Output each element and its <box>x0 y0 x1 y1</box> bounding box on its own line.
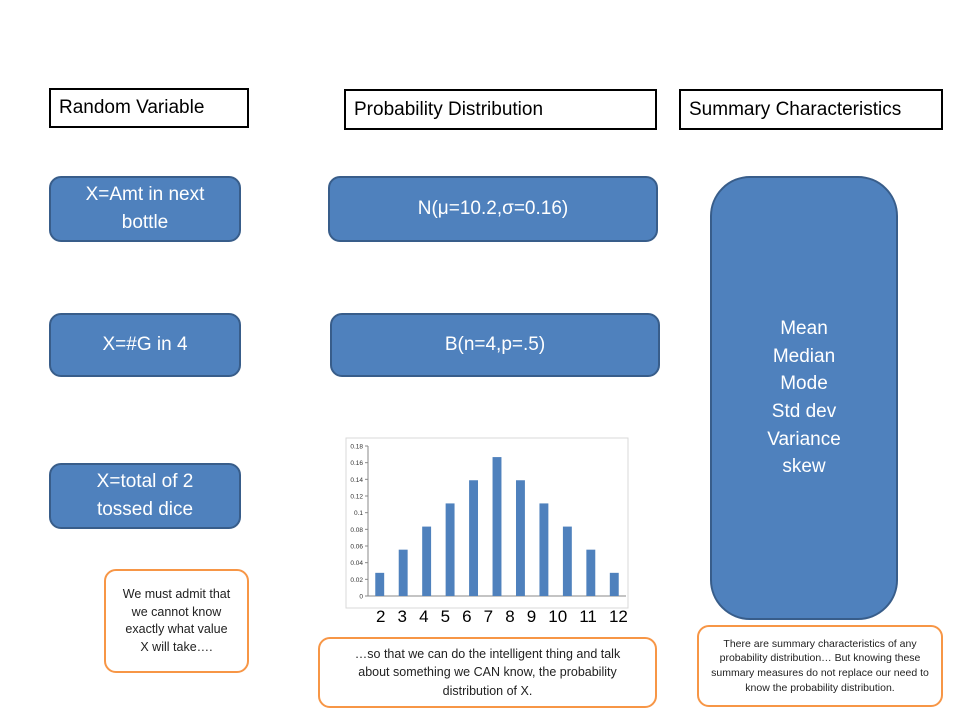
y-tick-label: 0.06 <box>350 544 363 551</box>
summary-item-mean: Mean <box>780 318 828 340</box>
y-tick-label: 0 <box>359 594 363 601</box>
distribution-label: N(μ=10.2,σ=0.16) <box>417 198 569 220</box>
y-tick-label: 0.14 <box>350 477 363 484</box>
variable-label: X=#G in 4 <box>102 334 188 356</box>
summary-item-std-dev: Std dev <box>771 401 837 422</box>
chart-bar-10 <box>562 526 572 596</box>
x-tick-label: 5 <box>440 607 451 626</box>
header-summary-characteristics: Summary Characteristics <box>679 89 943 130</box>
y-tick-label: 0.16 <box>350 460 363 467</box>
note-left: We must admit that we cannot know exactl… <box>104 569 249 673</box>
chart-bar-3 <box>398 549 408 596</box>
variable-label: X=Amt in next bottle <box>85 184 205 233</box>
header-probability-distribution: Probability Distribution <box>344 89 657 130</box>
chart-bar-8 <box>515 480 525 596</box>
variable-label: X=total of 2 tossed dice <box>96 471 194 520</box>
y-tick-label: 0.12 <box>350 494 363 501</box>
chart-bar-9 <box>539 503 549 596</box>
dice-distribution-chart: 0 0.02 0.04 0.06 0.08 0.1 0.12 0.14 0.16 0.18 <box>345 437 629 609</box>
chart-bar-4 <box>422 526 432 596</box>
note-middle-text: …so that we can do the intelligent thing… <box>354 647 621 698</box>
variable-box-g-in-4: X=#G in 4 <box>49 313 241 377</box>
chart-bar-6 <box>469 480 479 596</box>
x-tick-label: 2 <box>376 607 386 626</box>
distribution-label: B(n=4,p=.5) <box>444 334 546 356</box>
variable-box-total-dice: X=total of 2 tossed dice <box>49 463 241 529</box>
x-tick-label: 10 <box>548 607 568 626</box>
x-tick-label: 3 <box>397 607 407 626</box>
header-random-variable: Random Variable <box>49 88 249 128</box>
chart-bar-7 <box>492 457 502 596</box>
note-left-text: We must admit that we cannot know exactl… <box>122 587 231 654</box>
y-tick-label: 0.1 <box>354 510 363 517</box>
chart-bar-11 <box>586 549 596 596</box>
y-tick-label: 0.18 <box>350 444 363 451</box>
summary-item-mode: Mode <box>780 373 828 395</box>
x-tick-label: 9 <box>526 607 537 626</box>
distribution-box-binomial: B(n=4,p=.5) <box>330 313 660 377</box>
chart-bar-5 <box>445 503 455 596</box>
distribution-box-normal: N(μ=10.2,σ=0.16) <box>328 176 658 242</box>
y-tick-label: 0.02 <box>350 577 363 584</box>
x-tick-label: 7 <box>483 607 494 626</box>
x-tick-label: 11 <box>579 607 597 626</box>
y-tick-label: 0.08 <box>350 527 363 534</box>
x-tick-label: 6 <box>462 607 472 626</box>
y-tick-label: 0.04 <box>350 560 363 567</box>
summary-characteristics-box: Mean Median Mode Std dev Variance skew <box>710 176 898 620</box>
chart-bar-12 <box>609 572 619 596</box>
summary-item-variance: Variance <box>767 428 841 450</box>
x-tick-label: 8 <box>505 607 515 626</box>
note-middle: …so that we can do the intelligent thing… <box>318 637 657 708</box>
note-right: There are summary characteristics of any… <box>697 625 943 707</box>
note-right-text: There are summary characteristics of any… <box>711 637 929 694</box>
summary-item-skew: skew <box>782 456 826 478</box>
chart-bar-2 <box>375 572 385 596</box>
x-tick-label: 4 <box>419 607 429 626</box>
chart-x-labels: 2 3 4 5 6 7 8 9 10 11 12 <box>376 607 628 627</box>
variable-box-amt-next-bottle: X=Amt in next bottle <box>49 176 241 242</box>
chart-frame <box>345 437 629 609</box>
x-tick-label: 12 <box>608 607 628 626</box>
summary-item-median: Median <box>772 345 836 367</box>
